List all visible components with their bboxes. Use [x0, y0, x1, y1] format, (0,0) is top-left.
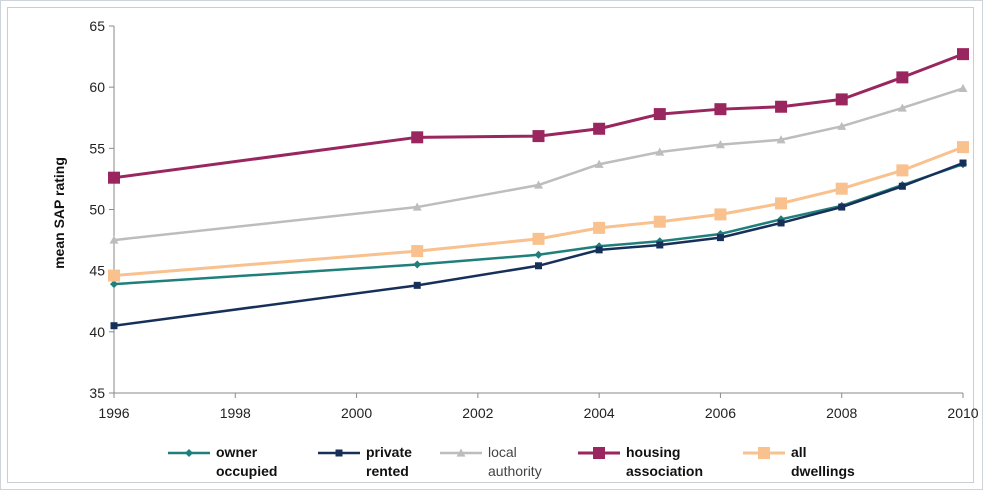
- data-point: [593, 122, 606, 135]
- legend-marker: [758, 447, 770, 459]
- legend-label: all dwellings: [791, 444, 855, 479]
- series-all-dwellings: [108, 141, 969, 282]
- data-point: [896, 164, 909, 177]
- legend-label-line: rented: [366, 463, 409, 479]
- legend-label: owner occupied: [216, 444, 277, 479]
- y-tick-label: 40: [89, 324, 105, 340]
- data-point: [714, 103, 727, 116]
- legend-item-local-authority: local authority: [440, 444, 542, 479]
- data-point: [413, 281, 421, 289]
- legend-item-private-rented: private rented: [318, 444, 412, 479]
- data-point: [957, 141, 969, 154]
- data-point: [835, 93, 848, 106]
- series-housing-association: [108, 48, 969, 184]
- legend-label-line: association: [626, 463, 703, 479]
- data-point: [835, 182, 848, 195]
- data-point: [110, 322, 118, 330]
- series-private-rented: [110, 159, 967, 330]
- legend: owner occupied private rented local authority…: [168, 444, 855, 479]
- series-line: [113, 161, 964, 327]
- data-point: [776, 135, 786, 144]
- y-tick-label: 55: [89, 140, 105, 156]
- data-point: [653, 108, 666, 121]
- x-tick-label: 2002: [462, 405, 493, 421]
- data-point: [653, 215, 666, 228]
- data-point: [109, 235, 119, 244]
- x-tick-label: 1996: [98, 405, 129, 421]
- axes: 35 40 45 50 55 60 65 1996 1998 2000 2002 2004 2006 20…: [89, 18, 978, 421]
- legend-label-line: local: [488, 444, 517, 460]
- data-point: [534, 250, 543, 259]
- x-tick-label: 2004: [584, 405, 615, 421]
- legend-label-line: occupied: [216, 463, 277, 479]
- x-tick-label: 2008: [826, 405, 857, 421]
- data-point: [775, 100, 788, 113]
- legend-label-line: dwellings: [791, 463, 855, 479]
- y-tick-label: 65: [89, 18, 105, 34]
- y-axis-title: mean SAP rating: [51, 157, 67, 269]
- y-tick-label: 45: [89, 263, 105, 279]
- y-tick-label: 35: [89, 385, 105, 401]
- data-point: [411, 245, 424, 258]
- data-point: [655, 147, 665, 156]
- legend-marker: [593, 447, 605, 459]
- legend-marker: [456, 448, 466, 457]
- data-point: [714, 208, 727, 221]
- legend-label-line: all: [791, 444, 807, 460]
- data-point: [411, 131, 424, 144]
- y-tick-label: 60: [89, 79, 105, 95]
- data-point: [838, 203, 846, 211]
- chart-border: [7, 7, 974, 483]
- data-point: [775, 197, 788, 210]
- data-point: [957, 48, 969, 61]
- legend-label-line: private: [366, 444, 412, 460]
- series-layer: [108, 48, 969, 330]
- legend-label-line: housing: [626, 444, 680, 460]
- data-point: [837, 121, 847, 130]
- data-point: [958, 83, 968, 92]
- data-point: [413, 260, 422, 269]
- legend-label: private rented: [366, 444, 412, 479]
- data-point: [110, 280, 118, 289]
- data-point: [959, 159, 967, 167]
- x-tick-label: 2000: [341, 405, 372, 421]
- data-point: [412, 202, 422, 211]
- legend-label: housing association: [626, 444, 703, 479]
- data-point: [716, 234, 724, 242]
- data-point: [898, 182, 906, 190]
- x-tick-label: 2006: [705, 405, 736, 421]
- data-point: [593, 221, 606, 234]
- x-tick-label: 2010: [947, 405, 978, 421]
- legend-item-owner-occupied: owner occupied: [168, 444, 277, 479]
- data-point: [896, 71, 909, 84]
- legend-label-line: owner: [216, 444, 258, 460]
- series-line: [113, 87, 964, 242]
- series-line: [113, 52, 964, 180]
- series-line: [113, 145, 964, 278]
- data-point: [532, 130, 545, 143]
- data-point: [108, 269, 120, 282]
- data-point: [656, 241, 664, 249]
- data-point: [594, 159, 604, 168]
- legend-item-housing-association: housing association: [578, 444, 703, 479]
- data-point: [777, 219, 785, 227]
- data-point: [897, 103, 907, 112]
- data-point: [715, 140, 725, 149]
- data-point: [534, 180, 543, 189]
- series-local-authority: [109, 83, 968, 244]
- legend-label: local authority: [488, 444, 542, 479]
- legend-label-line: authority: [488, 463, 542, 479]
- legend-item-all-dwellings: all dwellings: [743, 444, 855, 479]
- data-point: [535, 262, 542, 270]
- data-point: [595, 246, 603, 254]
- data-point: [532, 232, 545, 245]
- data-point: [108, 171, 120, 184]
- legend-marker: [335, 449, 343, 457]
- x-tick-label: 1998: [220, 405, 251, 421]
- legend-marker: [185, 449, 193, 457]
- y-tick-label: 50: [89, 202, 105, 218]
